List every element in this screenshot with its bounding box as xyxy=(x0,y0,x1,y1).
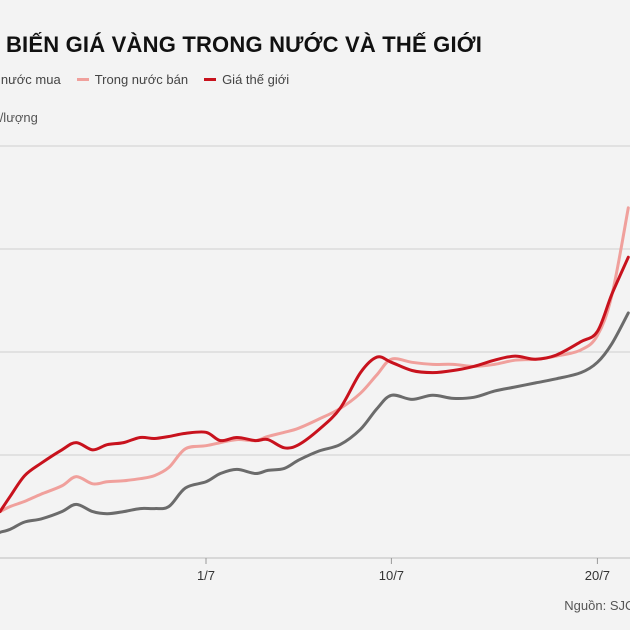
series-line-world xyxy=(0,255,630,514)
x-tick-label: 1/7 xyxy=(197,568,215,583)
gridlines xyxy=(0,145,630,559)
legend-swatch-world xyxy=(204,78,217,81)
source-note: Nguồn: SJC, xyxy=(564,598,630,613)
legend-label-domestic-sell: Trong nước bán xyxy=(94,72,189,87)
legend-label-domestic-buy: g nước mua xyxy=(0,72,61,87)
series-layer xyxy=(0,206,630,534)
series-line-domestic-buy xyxy=(0,311,630,534)
y-axis-unit-label: ong/lượng xyxy=(0,110,38,125)
series-line-domestic-sell xyxy=(0,206,630,514)
x-tick-label: 10/7 xyxy=(379,568,404,583)
legend-item-domestic-buy: g nước mua xyxy=(0,72,61,87)
legend-item-domestic-sell: Trong nước bán xyxy=(76,72,189,87)
legend-swatch-domestic-sell xyxy=(76,78,89,81)
chart-title: n BIẾN GIÁ VÀNG TRONG NƯỚC VÀ THẾ GIỚI xyxy=(0,32,483,57)
x-tick-label: 20/7 xyxy=(585,568,610,583)
x-axis-ticks: 1/7 10/7 20/7 xyxy=(197,558,610,583)
legend: g nước mua Trong nước bán Giá thế giới xyxy=(0,72,305,87)
legend-item-world: Giá thế giới xyxy=(204,72,289,87)
legend-label-world: Giá thế giới xyxy=(222,72,290,87)
